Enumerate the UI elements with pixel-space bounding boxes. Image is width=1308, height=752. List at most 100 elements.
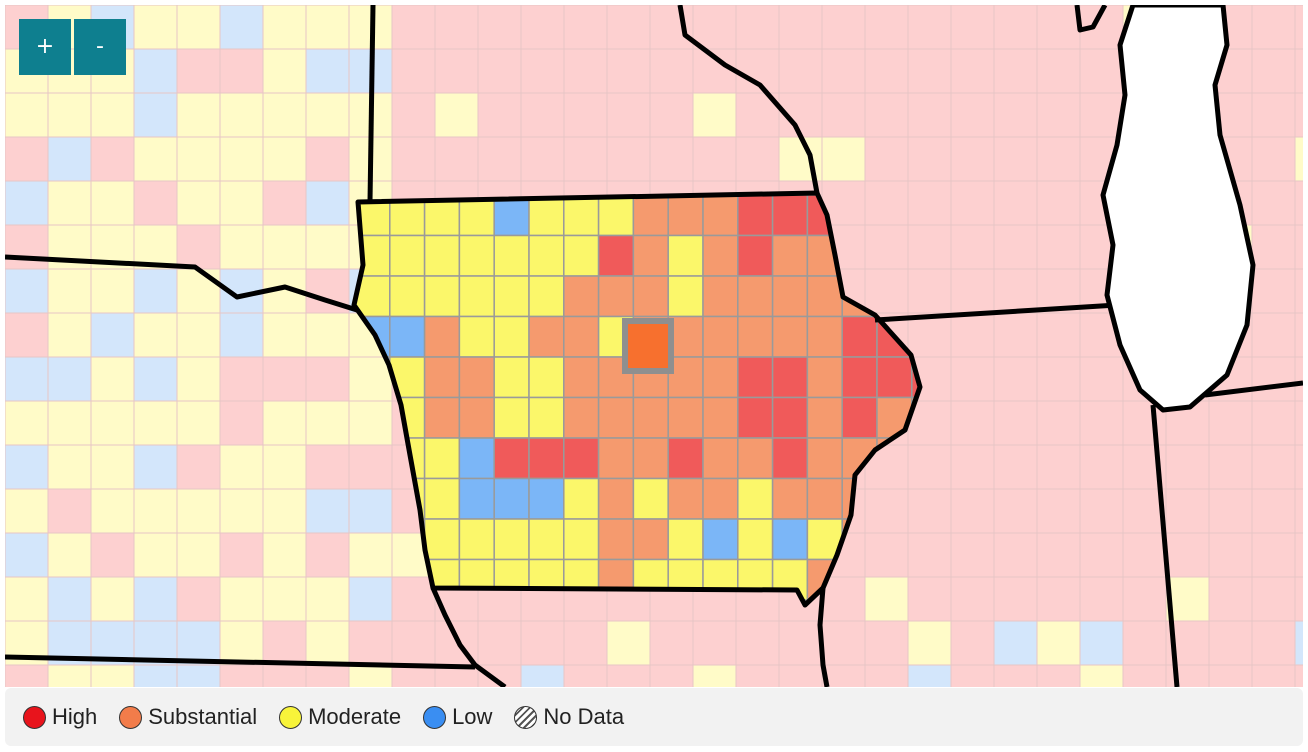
iowa-county[interactable] [702, 437, 739, 480]
iowa-county[interactable] [528, 356, 565, 399]
iowa-county[interactable] [771, 477, 809, 520]
iowa-county[interactable] [702, 234, 739, 277]
iowa-county[interactable] [597, 477, 635, 520]
iowa-county[interactable] [528, 315, 565, 358]
iowa-county[interactable] [563, 396, 600, 439]
iowa-county[interactable] [632, 396, 669, 439]
iowa-county[interactable] [841, 396, 878, 439]
iowa-county[interactable] [667, 396, 704, 439]
iowa-county[interactable] [563, 234, 600, 277]
iowa-county[interactable] [806, 315, 843, 358]
iowa-county[interactable] [493, 356, 530, 399]
iowa-county[interactable] [458, 315, 495, 358]
iowa-county[interactable] [771, 234, 809, 277]
iowa-county[interactable] [806, 356, 843, 399]
iowa-county[interactable] [737, 194, 774, 237]
iowa-county[interactable] [458, 234, 495, 277]
iowa-county[interactable] [563, 477, 600, 520]
iowa-county[interactable] [563, 275, 600, 318]
iowa-county[interactable] [423, 234, 461, 277]
iowa-county[interactable] [563, 356, 600, 399]
iowa-county[interactable] [667, 275, 704, 318]
iowa-county[interactable] [632, 234, 669, 277]
iowa-county[interactable] [493, 396, 530, 439]
iowa-county[interactable] [528, 477, 565, 520]
iowa-county[interactable] [597, 396, 635, 439]
iowa-county[interactable] [423, 356, 461, 399]
iowa-county[interactable] [389, 275, 426, 318]
iowa-county[interactable] [702, 477, 739, 520]
iowa-county[interactable] [737, 356, 774, 399]
iowa-county[interactable] [563, 518, 600, 561]
iowa-county[interactable] [493, 275, 530, 318]
iowa-county[interactable] [806, 396, 843, 439]
iowa-county[interactable] [737, 315, 774, 358]
iowa-county[interactable] [667, 518, 704, 561]
iowa-county[interactable] [632, 275, 669, 318]
iowa-county[interactable] [632, 437, 669, 480]
iowa-county[interactable] [597, 356, 635, 399]
iowa-county[interactable] [597, 234, 635, 277]
iowa-county[interactable] [667, 194, 704, 237]
iowa-county[interactable] [493, 477, 530, 520]
iowa-county[interactable] [632, 194, 669, 237]
iowa-county[interactable] [667, 234, 704, 277]
iowa-county[interactable] [423, 275, 461, 318]
iowa-county[interactable] [458, 356, 495, 399]
iowa-county[interactable] [563, 437, 600, 480]
iowa-county[interactable] [597, 437, 635, 480]
iowa-county[interactable] [493, 315, 530, 358]
iowa-county[interactable] [493, 437, 530, 480]
iowa-county[interactable] [458, 275, 495, 318]
iowa-county[interactable] [806, 437, 843, 480]
iowa-county[interactable] [771, 315, 809, 358]
iowa-county[interactable] [841, 356, 878, 399]
iowa-county[interactable] [528, 437, 565, 480]
iowa-county[interactable] [737, 234, 774, 277]
legend-item-substantial[interactable]: Substantial [119, 704, 257, 730]
iowa-county[interactable] [771, 275, 809, 318]
iowa-county[interactable] [493, 234, 530, 277]
selected-county[interactable] [622, 318, 674, 374]
iowa-county[interactable] [389, 315, 426, 358]
iowa-county[interactable] [458, 396, 495, 439]
iowa-county[interactable] [702, 518, 739, 561]
iowa-county[interactable] [702, 275, 739, 318]
iowa-county[interactable] [841, 315, 878, 358]
iowa-county[interactable] [458, 477, 495, 520]
iowa-county[interactable] [458, 437, 495, 480]
county-map[interactable] [5, 5, 1303, 687]
legend-item-no-data[interactable]: No Data [514, 704, 624, 730]
legend-item-moderate[interactable]: Moderate [279, 704, 401, 730]
iowa-county[interactable] [771, 194, 809, 237]
iowa-county[interactable] [597, 275, 635, 318]
legend-item-high[interactable]: High [23, 704, 97, 730]
iowa-county[interactable] [771, 437, 809, 480]
iowa-county[interactable] [667, 477, 704, 520]
iowa-county[interactable] [632, 477, 669, 520]
iowa-county[interactable] [458, 518, 495, 561]
iowa-county[interactable] [702, 396, 739, 439]
iowa-county[interactable] [563, 315, 600, 358]
iowa-county[interactable] [876, 356, 913, 399]
iowa-county[interactable] [528, 275, 565, 318]
iowa-county[interactable] [737, 396, 774, 439]
iowa-county[interactable] [806, 275, 843, 318]
iowa-county[interactable] [737, 477, 774, 520]
iowa-county[interactable] [423, 315, 461, 358]
legend-item-low[interactable]: Low [423, 704, 492, 730]
iowa-county[interactable] [528, 194, 565, 237]
iowa-county[interactable] [806, 477, 843, 520]
iowa-county[interactable] [702, 356, 739, 399]
iowa-county[interactable] [771, 356, 809, 399]
iowa-county[interactable] [667, 437, 704, 480]
iowa-county[interactable] [632, 518, 669, 561]
iowa-county[interactable] [423, 518, 461, 561]
iowa-county[interactable] [423, 396, 461, 439]
iowa-county[interactable] [771, 396, 809, 439]
iowa-county[interactable] [423, 477, 461, 520]
zoom-out-button[interactable]: - [74, 19, 126, 75]
iowa-county[interactable] [737, 518, 774, 561]
iowa-county[interactable] [771, 518, 809, 561]
iowa-county[interactable] [528, 234, 565, 277]
